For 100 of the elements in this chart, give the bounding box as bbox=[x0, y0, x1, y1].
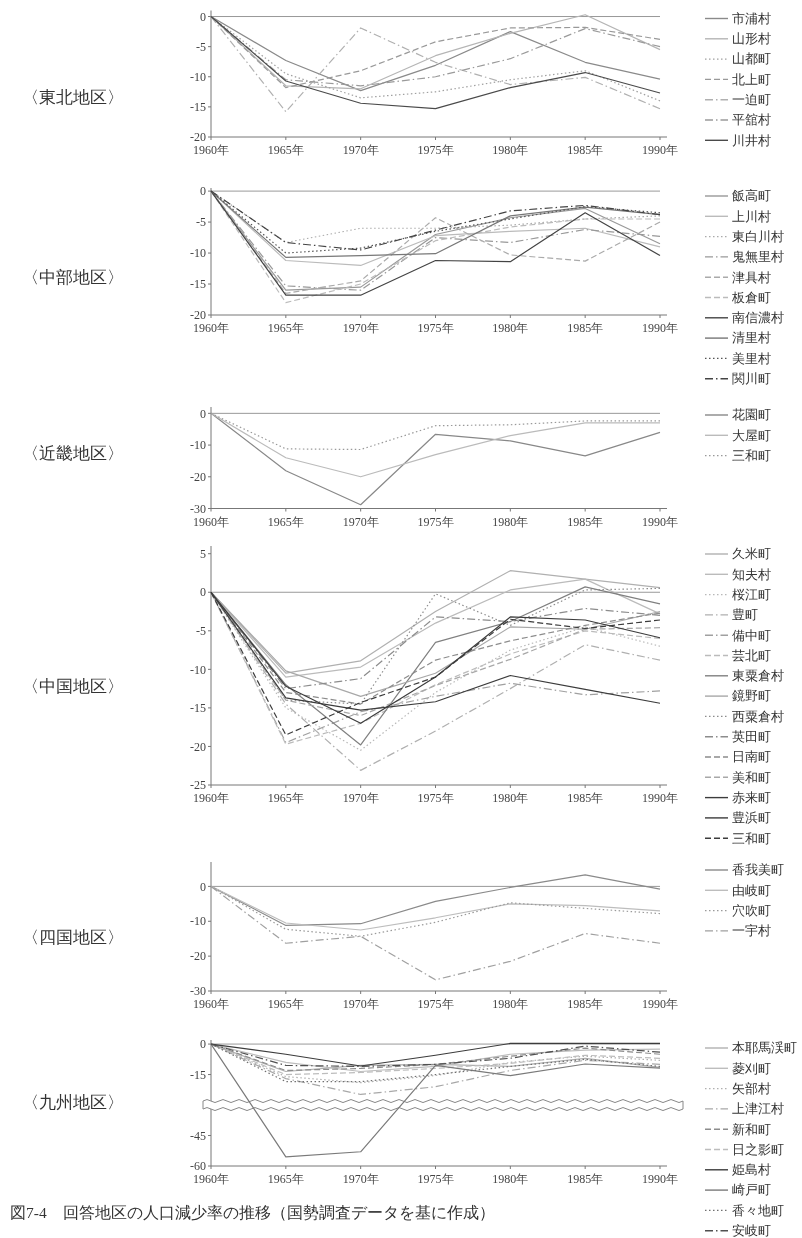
legend-label: 東粟倉村 bbox=[732, 669, 784, 684]
legend-label: 鏡野町 bbox=[732, 689, 771, 704]
legend-label: 清里村 bbox=[732, 331, 771, 346]
legend-label: 姫島村 bbox=[732, 1163, 771, 1178]
legend-label: 山都町 bbox=[732, 52, 771, 67]
legend-label: 川井村 bbox=[732, 133, 771, 148]
legend-label: 北上町 bbox=[732, 72, 771, 87]
x-tick-label: 1980年 bbox=[492, 1172, 529, 1186]
x-tick-label: 1985年 bbox=[567, 321, 604, 335]
y-tick-label: -15 bbox=[190, 100, 206, 115]
legend-label: 三和町 bbox=[732, 448, 771, 463]
x-tick-label: 1965年 bbox=[267, 1172, 304, 1186]
legend-label: 芸北町 bbox=[732, 648, 771, 663]
legend-label: 美里村 bbox=[732, 350, 771, 366]
x-tick-label: 1970年 bbox=[342, 791, 379, 805]
x-tick-label: 1980年 bbox=[492, 143, 529, 157]
x-tick-label: 1970年 bbox=[342, 143, 379, 157]
legend-label: 山形村 bbox=[732, 32, 771, 47]
y-tick-label: -10 bbox=[190, 69, 206, 84]
legend-label: 由岐町 bbox=[732, 883, 771, 898]
x-tick-label: 1985年 bbox=[567, 997, 604, 1011]
text: 〈東北地区〉 bbox=[22, 88, 124, 107]
y-tick-label: 0 bbox=[200, 879, 206, 894]
legend-label: 上津江村 bbox=[732, 1102, 784, 1117]
x-tick-label: 1990年 bbox=[642, 514, 678, 529]
x-tick-label: 1970年 bbox=[342, 1172, 379, 1186]
y-tick-label: -20 bbox=[190, 469, 206, 484]
y-tick-label: -5 bbox=[196, 39, 206, 54]
x-tick-label: 1960年 bbox=[193, 791, 229, 805]
y-tick-label: -25 bbox=[190, 778, 206, 793]
text: 〈四国地区〉 bbox=[22, 928, 124, 947]
legend-label: 一宇村 bbox=[732, 923, 771, 939]
legend-label: 豊町 bbox=[732, 608, 758, 623]
legend-label: 崎戸町 bbox=[732, 1183, 771, 1198]
legend-label: 知夫村 bbox=[732, 567, 771, 582]
legend-label: 安岐町 bbox=[732, 1223, 771, 1238]
y-tick-label: -30 bbox=[190, 984, 206, 999]
legend-label: 穴吹町 bbox=[732, 903, 771, 918]
y-tick-label: -15 bbox=[190, 277, 206, 292]
y-tick-label: -20 bbox=[190, 949, 206, 964]
x-tick-label: 1990年 bbox=[642, 997, 678, 1011]
y-tick-label: 0 bbox=[200, 9, 206, 24]
x-tick-label: 1975年 bbox=[417, 997, 454, 1011]
x-tick-label: 1985年 bbox=[567, 791, 604, 805]
y-tick-label: -20 bbox=[190, 308, 206, 323]
y-tick-label: 0 bbox=[200, 585, 206, 600]
y-tick-label: -10 bbox=[190, 246, 206, 261]
y-tick-label: -5 bbox=[196, 215, 206, 230]
y-tick-label: -20 bbox=[190, 739, 206, 754]
x-tick-label: 1965年 bbox=[267, 791, 304, 805]
legend-label: 英田町 bbox=[732, 730, 771, 745]
legend-label: 菱刈町 bbox=[732, 1061, 771, 1076]
y-tick-label: 0 bbox=[200, 184, 206, 199]
legend-label: 本耶馬渓町 bbox=[732, 1041, 797, 1056]
legend-label: 一迫町 bbox=[732, 93, 771, 108]
legend-label: 備中町 bbox=[732, 628, 771, 643]
y-tick-label: -5 bbox=[196, 624, 206, 639]
x-tick-label: 1985年 bbox=[567, 143, 604, 157]
x-tick-label: 1975年 bbox=[417, 321, 454, 335]
x-tick-label: 1990年 bbox=[642, 321, 678, 335]
legend-label: 日南町 bbox=[732, 750, 771, 765]
legend-label: 南信濃村 bbox=[732, 311, 784, 326]
x-tick-label: 1975年 bbox=[417, 143, 454, 157]
x-tick-label: 1985年 bbox=[567, 514, 604, 529]
legend-label: 香々地町 bbox=[732, 1203, 784, 1218]
y-tick-label: -45 bbox=[190, 1128, 206, 1143]
legend-label: 香我美町 bbox=[732, 862, 784, 878]
y-tick-label: -30 bbox=[190, 501, 206, 516]
legend-label: 新和町 bbox=[732, 1122, 771, 1137]
x-tick-label: 1970年 bbox=[342, 514, 379, 529]
x-tick-label: 1990年 bbox=[642, 1172, 678, 1186]
legend-label: 津具村 bbox=[732, 270, 771, 285]
legend-label: 関川町 bbox=[732, 372, 771, 387]
caption: 図7-4 回答地区の人口減少率の推移（国勢調査データを基に作成） bbox=[10, 1204, 495, 1221]
x-tick-label: 1960年 bbox=[193, 1172, 229, 1186]
legend-label: 赤来町 bbox=[732, 790, 771, 805]
x-tick-label: 1960年 bbox=[193, 321, 229, 335]
x-tick-label: 1965年 bbox=[267, 321, 304, 335]
legend-label: 西粟倉村 bbox=[732, 709, 784, 724]
x-tick-label: 1960年 bbox=[193, 514, 229, 529]
text: 〈中国地区〉 bbox=[22, 677, 124, 696]
x-tick-label: 1975年 bbox=[417, 1172, 454, 1186]
y-tick-label: -10 bbox=[190, 662, 206, 677]
x-tick-label: 1980年 bbox=[492, 997, 529, 1011]
x-tick-label: 1960年 bbox=[193, 997, 229, 1011]
text: 〈中部地区〉 bbox=[22, 268, 124, 287]
y-tick-label: 0 bbox=[200, 406, 206, 421]
text: 〈九州地区〉 bbox=[22, 1093, 124, 1112]
x-tick-label: 1970年 bbox=[342, 321, 379, 335]
legend-label: 平舘村 bbox=[732, 113, 771, 128]
legend-label: 市浦村 bbox=[732, 11, 771, 26]
x-tick-label: 1975年 bbox=[417, 791, 454, 805]
x-tick-label: 1965年 bbox=[267, 143, 304, 157]
x-tick-label: 1980年 bbox=[492, 791, 529, 805]
y-tick-label: 5 bbox=[200, 546, 206, 561]
x-tick-label: 1965年 bbox=[267, 997, 304, 1011]
y-tick-label: -15 bbox=[190, 1067, 206, 1082]
legend-label: 上川村 bbox=[732, 209, 771, 224]
x-tick-label: 1975年 bbox=[417, 514, 454, 529]
legend-label: 久米町 bbox=[732, 547, 771, 562]
